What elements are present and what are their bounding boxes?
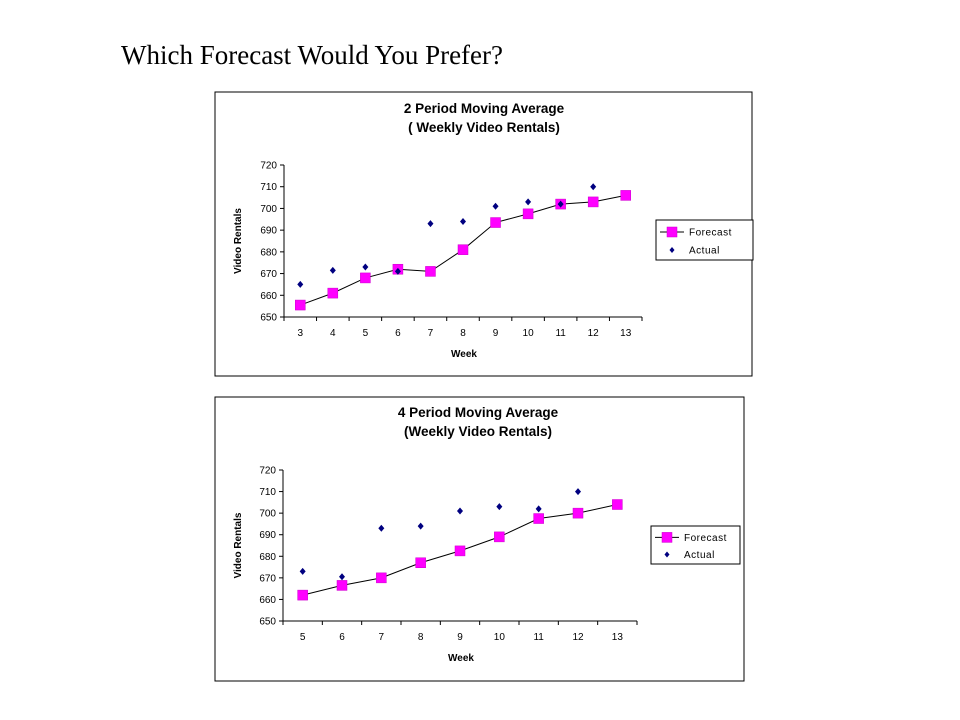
forecast-point: [295, 299, 306, 311]
x-tick-label: 13: [620, 328, 632, 339]
actual-point: [535, 505, 542, 513]
actual-point: [299, 567, 306, 575]
x-tick-label: 11: [533, 632, 544, 643]
actual-point: [378, 524, 385, 532]
x-tick-label: 7: [428, 328, 434, 339]
actual-point: [427, 220, 434, 228]
slide-title: Which Forecast Would You Prefer?: [121, 40, 504, 70]
y-tick-label: 670: [260, 269, 277, 280]
actual-point: [492, 202, 499, 210]
y-tick-label: 720: [259, 466, 276, 477]
actual-point: [590, 183, 597, 191]
y-tick-label: 660: [259, 595, 276, 606]
x-tick-label: 9: [457, 632, 463, 643]
forecast-point: [494, 531, 505, 543]
legend-actual-label: Actual: [684, 550, 715, 561]
legend-actual-marker: [669, 247, 675, 253]
x-tick-label: 8: [460, 328, 466, 339]
legend-forecast-marker: [666, 226, 678, 238]
legend-actual-marker: [664, 551, 670, 558]
x-tick-label: 6: [339, 632, 345, 643]
x-axis-label: Week: [451, 349, 477, 360]
x-tick-label: 10: [523, 328, 535, 339]
chart-title-line: 4 Period Moving Average: [398, 405, 559, 420]
forecast-point: [533, 513, 544, 524]
forecast-point: [454, 545, 466, 557]
legend-forecast-label: Forecast: [684, 533, 727, 544]
y-tick-label: 660: [260, 291, 277, 302]
y-tick-label: 650: [260, 313, 277, 324]
chart-title-line: ( Weekly Video Rentals): [408, 120, 560, 135]
x-tick-label: 10: [494, 632, 506, 643]
y-tick-label: 650: [259, 617, 276, 628]
y-tick-label: 690: [259, 530, 276, 541]
x-tick-label: 8: [418, 632, 424, 643]
actual-point: [394, 267, 401, 275]
x-tick-label: 11: [555, 328, 566, 339]
forecast-point: [415, 557, 426, 569]
legend-box: [655, 219, 754, 261]
actual-point: [575, 488, 581, 496]
x-tick-label: 5: [300, 632, 306, 643]
actual-point: [457, 507, 463, 515]
chart-title-line: 2 Period Moving Average: [404, 101, 565, 116]
x-tick-label: 9: [493, 328, 499, 339]
legend-forecast-marker: [661, 532, 673, 543]
forecast-point: [376, 572, 387, 584]
x-tick-label: 3: [297, 328, 303, 339]
forecast-point: [587, 196, 599, 208]
forecast-point: [572, 507, 584, 519]
y-tick-label: 690: [260, 226, 277, 237]
actual-point: [362, 263, 369, 271]
chart-title-line: (Weekly Video Rentals): [404, 424, 552, 439]
legend-forecast-label: Forecast: [689, 228, 732, 239]
x-tick-label: 4: [330, 328, 336, 339]
forecast-point: [327, 287, 339, 299]
forecast-point: [297, 589, 308, 601]
forecast-point: [457, 244, 469, 255]
y-tick-label: 670: [259, 573, 276, 584]
x-tick-label: 6: [395, 328, 401, 339]
actual-point: [339, 573, 345, 581]
y-axis-label: Video Rentals: [233, 512, 244, 578]
legend-actual-label: Actual: [689, 246, 720, 257]
y-tick-label: 720: [260, 161, 277, 172]
forecast-point: [425, 266, 436, 277]
forecast-point: [620, 190, 631, 201]
x-tick-label: 12: [588, 328, 600, 339]
forecast-point: [360, 272, 371, 284]
forecast-point: [336, 580, 348, 591]
x-tick-label: 12: [572, 632, 584, 643]
actual-point: [417, 522, 424, 530]
x-tick-label: 7: [379, 632, 385, 643]
actual-point: [460, 217, 466, 225]
x-tick-label: 5: [363, 328, 369, 339]
actual-point: [525, 198, 532, 206]
y-tick-label: 680: [260, 247, 277, 258]
x-axis-label: Week: [448, 653, 474, 664]
forecast-point: [522, 208, 534, 220]
y-tick-label: 710: [260, 182, 277, 193]
actual-point: [297, 280, 304, 288]
y-tick-label: 700: [260, 204, 277, 215]
actual-point: [496, 503, 503, 511]
y-tick-label: 700: [259, 509, 276, 520]
y-axis-label: Video Rentals: [233, 208, 244, 274]
y-tick-label: 680: [259, 552, 276, 563]
actual-point: [557, 200, 564, 208]
y-tick-label: 710: [259, 487, 276, 498]
forecast-point: [612, 499, 623, 510]
actual-point: [329, 266, 336, 274]
forecast-point: [490, 217, 501, 228]
x-tick-label: 13: [612, 632, 624, 643]
